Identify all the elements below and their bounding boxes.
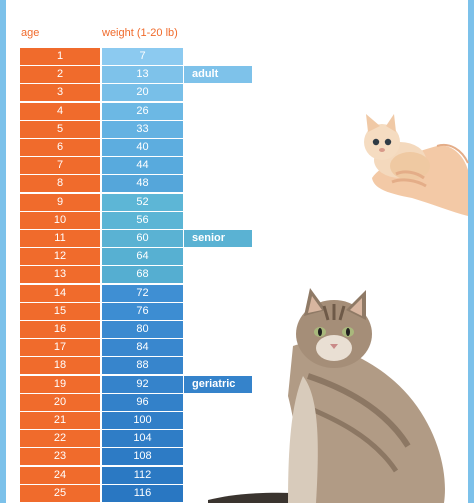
- age-cell: 11: [20, 230, 100, 247]
- age-cell: 9: [20, 193, 100, 211]
- weight-cell: 13: [102, 66, 183, 84]
- cropped-title-strip: [6, 0, 468, 6]
- weight-cell: 56: [102, 211, 183, 229]
- table-row: 8 48: [20, 175, 183, 193]
- weight-cell: 92: [102, 375, 183, 393]
- table-row: 9 52: [20, 193, 183, 211]
- table-row: 11 60: [20, 230, 183, 247]
- table-row: 10 56: [20, 211, 183, 229]
- age-cell: 23: [20, 448, 100, 466]
- table-row: 17 84: [20, 339, 183, 357]
- table-row: 14 72: [20, 284, 183, 302]
- weight-cell: 76: [102, 302, 183, 320]
- weight-cell: 44: [102, 157, 183, 175]
- weight-cell: 96: [102, 393, 183, 411]
- weight-cell: 112: [102, 466, 183, 484]
- table-row: 2 13: [20, 66, 183, 84]
- weight-cell: 80: [102, 321, 183, 338]
- weight-column-header: weight (1-20 lb): [102, 27, 178, 39]
- age-cell: 15: [20, 302, 100, 320]
- age-cell: 21: [20, 412, 100, 429]
- table-row: 18 88: [20, 357, 183, 375]
- weight-cell: 100: [102, 412, 183, 429]
- table-row: 20 96: [20, 393, 183, 411]
- age-cell: 14: [20, 284, 100, 302]
- stage-label-adult: adult: [184, 66, 252, 84]
- age-column-header: age: [21, 27, 40, 39]
- stage-label-geriatric: geriatric: [184, 375, 252, 393]
- table-row: 6 40: [20, 139, 183, 156]
- table-row: 7 44: [20, 157, 183, 175]
- table-row: 25 116: [20, 484, 183, 502]
- weight-cell: 68: [102, 266, 183, 284]
- age-cell: 7: [20, 157, 100, 175]
- weight-cell: 104: [102, 430, 183, 448]
- weight-cell: 84: [102, 339, 183, 357]
- age-cell: 13: [20, 266, 100, 284]
- weight-cell: 7: [102, 48, 183, 65]
- table-row: 12 64: [20, 248, 183, 266]
- table-row: 3 20: [20, 84, 183, 102]
- age-cell: 1: [20, 48, 100, 65]
- age-cell: 22: [20, 430, 100, 448]
- age-cell: 17: [20, 339, 100, 357]
- age-cell: 4: [20, 102, 100, 120]
- right-frame-border: [468, 0, 474, 503]
- age-cell: 19: [20, 375, 100, 393]
- weight-cell: 20: [102, 84, 183, 102]
- age-cell: 16: [20, 321, 100, 338]
- age-cell: 5: [20, 120, 100, 138]
- age-cell: 20: [20, 393, 100, 411]
- weight-cell: 26: [102, 102, 183, 120]
- table-row: 23 108: [20, 448, 183, 466]
- left-frame-border: [0, 0, 6, 503]
- weight-cell: 40: [102, 139, 183, 156]
- age-cell: 3: [20, 84, 100, 102]
- weight-cell: 116: [102, 484, 183, 502]
- weight-cell: 64: [102, 248, 183, 266]
- weight-cell: 52: [102, 193, 183, 211]
- table-row: 4 26: [20, 102, 183, 120]
- kitten-in-hand-photo: [364, 114, 469, 216]
- age-cell: 18: [20, 357, 100, 375]
- age-cell: 8: [20, 175, 100, 193]
- weight-cell: 108: [102, 448, 183, 466]
- table-row: 16 80: [20, 321, 183, 338]
- table-row: 19 92: [20, 375, 183, 393]
- weight-cell: 72: [102, 284, 183, 302]
- age-cell: 2: [20, 66, 100, 84]
- table-row: 24 112: [20, 466, 183, 484]
- table-row: 13 68: [20, 266, 183, 284]
- weight-cell: 88: [102, 357, 183, 375]
- table-row: 21 100: [20, 412, 183, 429]
- table-row: 15 76: [20, 302, 183, 320]
- table-row: 5 33: [20, 120, 183, 138]
- age-cell: 25: [20, 484, 100, 502]
- stage-label-senior: senior: [184, 230, 252, 247]
- weight-cell: 33: [102, 120, 183, 138]
- age-cell: 12: [20, 248, 100, 266]
- tabby-cat-photo: [208, 288, 445, 503]
- weight-cell: 48: [102, 175, 183, 193]
- age-cell: 10: [20, 211, 100, 229]
- age-cell: 24: [20, 466, 100, 484]
- weight-cell: 60: [102, 230, 183, 247]
- age-cell: 6: [20, 139, 100, 156]
- table-row: 22 104: [20, 430, 183, 448]
